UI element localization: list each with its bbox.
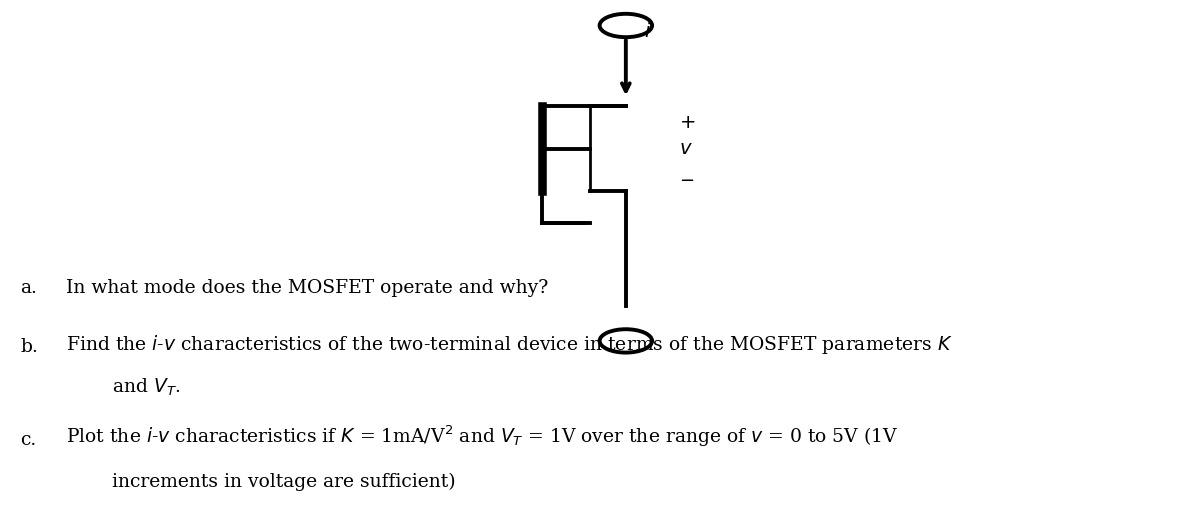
Text: $v$: $v$ — [679, 140, 694, 158]
Text: $i$: $i$ — [643, 22, 652, 41]
Text: −: − — [679, 172, 695, 190]
Text: a.: a. — [20, 279, 37, 297]
Text: c.: c. — [20, 431, 36, 449]
Text: b.: b. — [20, 338, 38, 356]
Text: and $V_T$.: and $V_T$. — [112, 377, 181, 398]
Text: increments in voltage are sufficient): increments in voltage are sufficient) — [112, 473, 456, 491]
Text: In what mode does the MOSFET operate and why?: In what mode does the MOSFET operate and… — [66, 279, 548, 297]
Text: Plot the $i$-$v$ characteristics if $K$ = 1mA/V$^2$ and $V_T$ = 1V over the rang: Plot the $i$-$v$ characteristics if $K$ … — [66, 423, 898, 449]
Text: Find the $i$-$v$ characteristics of the two-terminal device in terms of the MOSF: Find the $i$-$v$ characteristics of the … — [66, 333, 953, 356]
Text: +: + — [679, 113, 696, 132]
